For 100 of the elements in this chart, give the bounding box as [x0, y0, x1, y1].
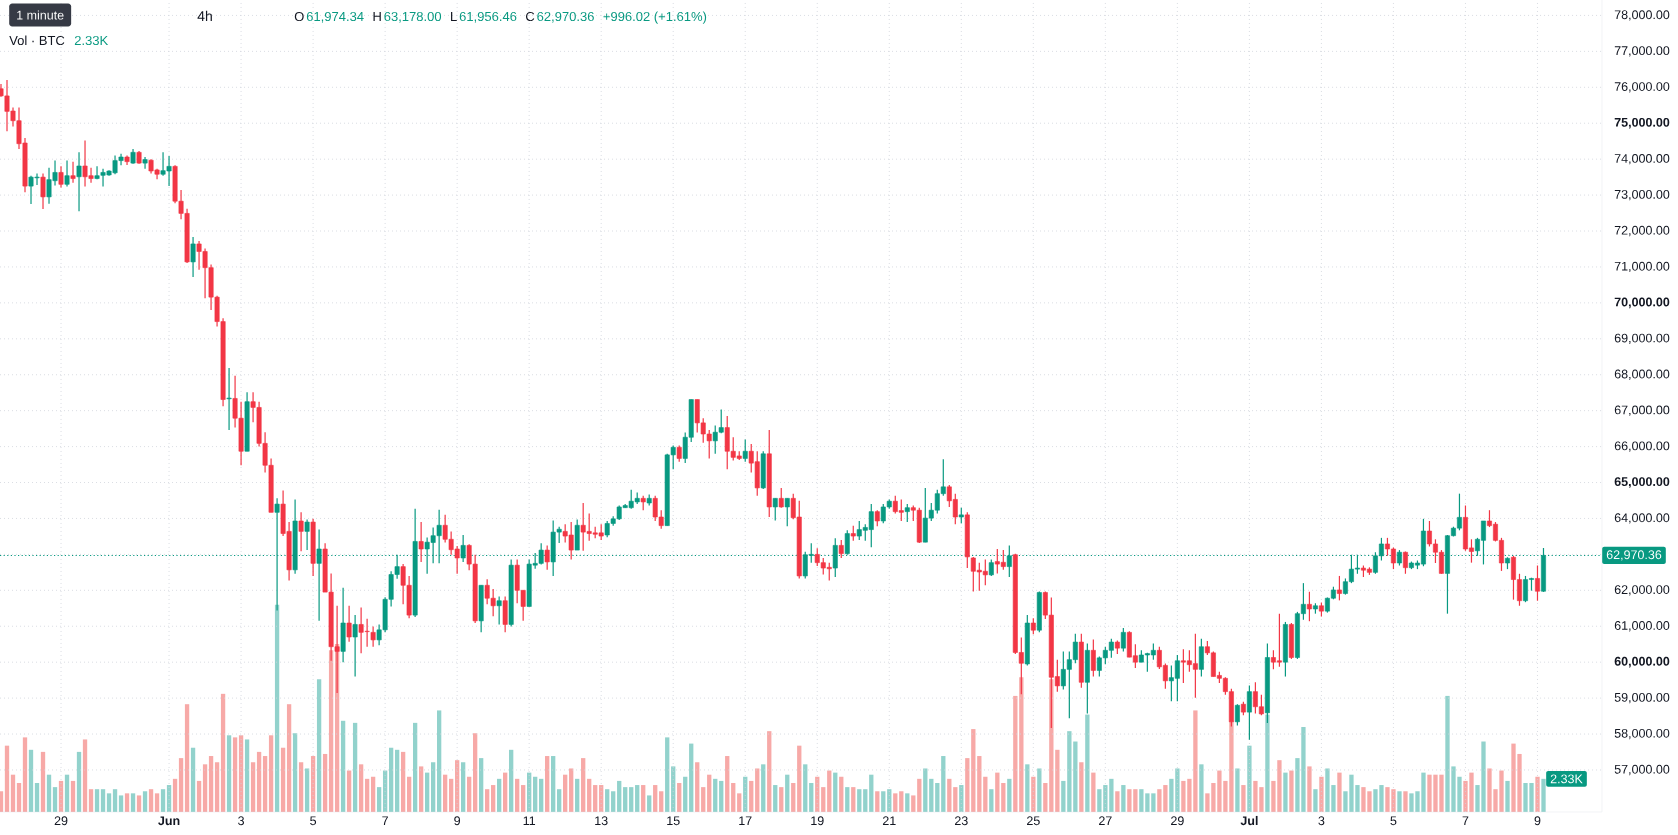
bar: [947, 778, 952, 812]
bar: [1397, 791, 1402, 812]
bar: [545, 756, 550, 812]
bar: [244, 739, 250, 812]
bar: [629, 787, 634, 812]
candlestick: [784, 497, 790, 527]
x-tick-label: 11: [523, 816, 536, 825]
bar: [196, 780, 202, 812]
bar: [172, 778, 178, 812]
annotation: 61,974.34: [306, 11, 364, 23]
candlestick: [298, 511, 304, 552]
candlestick: [772, 497, 778, 522]
bar: [1289, 770, 1294, 812]
bar: [34, 782, 40, 812]
bar: [821, 787, 826, 812]
text: 4h: [197, 10, 212, 21]
annotation: 2.33K: [74, 35, 109, 46]
bar: [304, 768, 310, 812]
bar: [635, 785, 640, 812]
bar: [593, 785, 598, 812]
y-tick-label: 67,000.00: [1614, 405, 1670, 416]
bar: [274, 604, 280, 812]
bar: [1199, 764, 1204, 812]
y-tick-label: 64,000.00: [1614, 513, 1670, 524]
bar: [731, 782, 736, 812]
x-tick-label: 29: [54, 816, 68, 826]
bar: [581, 758, 586, 812]
bar: [1025, 764, 1030, 812]
bar: [292, 733, 298, 812]
bar: [719, 780, 724, 812]
bar: [587, 778, 592, 812]
candlestick: [496, 595, 502, 626]
bar: [280, 747, 286, 812]
bar: [436, 710, 442, 812]
bar: [1247, 745, 1252, 812]
bar: [491, 785, 496, 812]
bar: [1313, 789, 1318, 812]
bar: [797, 745, 802, 812]
x-tick-label: 13: [595, 816, 608, 826]
bar: [82, 739, 88, 812]
x-tick-label: 7: [382, 816, 388, 825]
bar: [761, 764, 766, 812]
bar: [226, 735, 232, 812]
candlestick: [64, 159, 70, 188]
y-tick-label: 73,000.00: [1614, 189, 1670, 201]
x-tick-label: 27: [1099, 816, 1112, 825]
y-tick-label: 60,000.00: [1614, 656, 1670, 668]
bar: [935, 782, 940, 812]
candlestick: [418, 521, 424, 563]
annotation: 1 minute: [17, 10, 64, 20]
bar: [749, 780, 754, 812]
y-tick-label: 77,000.00: [1614, 46, 1670, 57]
annotation: +996.02 (+1.61%): [603, 11, 707, 24]
annotation: L: [451, 12, 457, 21]
x-tick-label: 17: [739, 816, 752, 825]
bar: [1037, 768, 1042, 812]
bar: [1403, 791, 1408, 812]
bar: [1007, 778, 1012, 812]
bar: [1079, 762, 1084, 812]
candlestick: [226, 367, 232, 431]
bar: [809, 782, 814, 812]
bar: [1091, 772, 1096, 812]
candlestick: [502, 595, 508, 633]
bar: [28, 749, 34, 812]
bar: [1337, 772, 1342, 812]
bar: [190, 747, 196, 812]
bar: [268, 735, 274, 812]
bar: [509, 749, 514, 812]
bar: [388, 747, 394, 812]
bar: [448, 778, 454, 812]
bar: [232, 737, 238, 812]
x-tick-label: 21: [882, 816, 896, 825]
bar: [977, 756, 982, 812]
x-tick-label: 7: [1462, 816, 1469, 825]
x-tick-label: 3: [238, 816, 244, 826]
bar: [851, 787, 856, 812]
bar: [352, 722, 358, 812]
bar: [376, 787, 382, 812]
bar: [22, 737, 28, 812]
bar: [773, 785, 778, 812]
bar: [430, 762, 436, 812]
y-tick-label: 61,000.00: [1614, 621, 1670, 632]
candlestick: [1234, 703, 1240, 727]
bar: [641, 785, 646, 812]
bar: [479, 758, 484, 812]
bar: [400, 751, 406, 812]
bar: [1235, 768, 1240, 812]
bar: [322, 753, 328, 812]
bar: [689, 743, 694, 812]
bar: [725, 756, 730, 812]
x-tick-label: 3: [1318, 816, 1325, 826]
bar: [1307, 766, 1312, 812]
bar: [917, 778, 922, 812]
bar: [521, 785, 526, 812]
candlestick: [316, 528, 322, 622]
candlestick: [742, 438, 748, 463]
x-tick-label: 25: [1027, 816, 1040, 826]
y-tick-label: 59,000.00: [1614, 692, 1670, 704]
candlestick: [142, 156, 148, 170]
candlestick: [1120, 627, 1126, 652]
